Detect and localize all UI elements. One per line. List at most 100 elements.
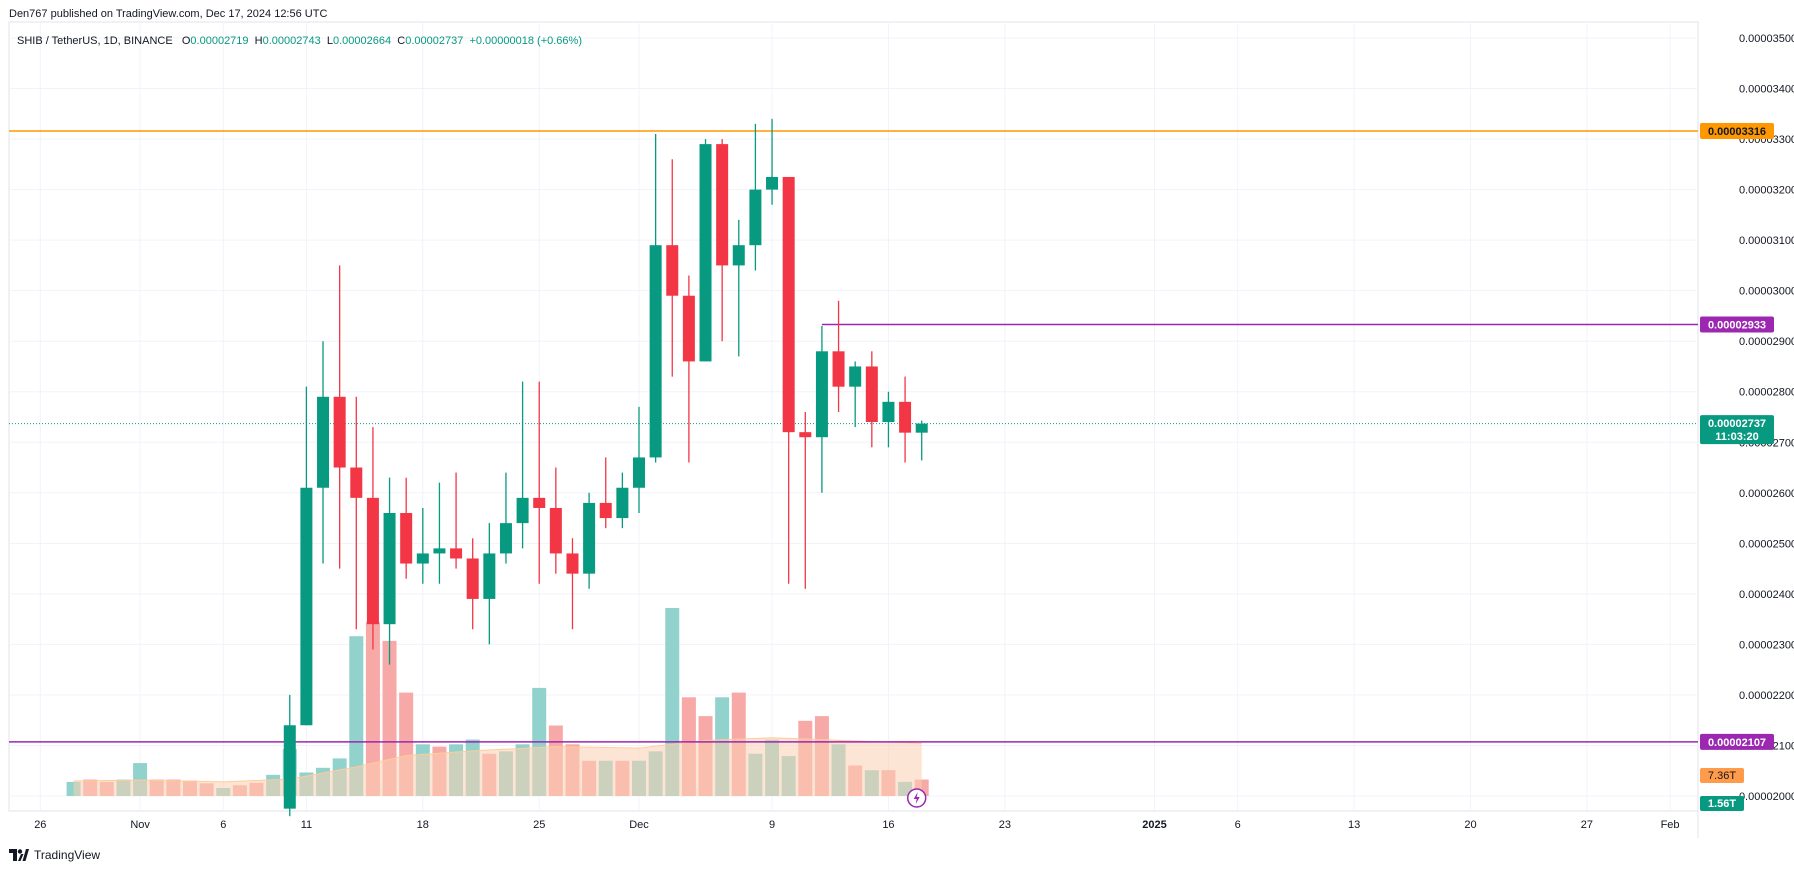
x-tick-label: 16 (882, 819, 894, 831)
volume-ma-label-badge (1700, 768, 1744, 783)
x-tick-label: Dec (629, 819, 649, 831)
y-tick-label: 0.00003100 (1739, 235, 1794, 247)
y-tick-label: 0.00002500 (1739, 538, 1794, 550)
candle-up (732, 245, 745, 266)
candle-up (849, 366, 862, 387)
support-line-label-badge (1700, 733, 1774, 750)
candle-up (483, 553, 496, 599)
candle-up (317, 396, 330, 488)
candle-up (583, 502, 596, 574)
candle-down (350, 467, 363, 498)
symbol-label[interactable]: SHIB / TetherUS, 1D, BINANCE (17, 35, 173, 47)
y-tick-label: 0.00002900 (1739, 336, 1794, 348)
volume-ma-line (73, 737, 922, 783)
tradingview-logo-icon (9, 849, 29, 861)
candle-down (899, 401, 912, 433)
low-label: L (326, 35, 333, 47)
candle-up (633, 457, 645, 488)
candle-up (516, 497, 529, 524)
volume-bar (349, 636, 364, 796)
x-tick-label: Feb (1661, 819, 1680, 831)
last-price-label-badge (1700, 415, 1774, 445)
candle-up (283, 725, 296, 809)
tradingview-logo[interactable]: TradingView (9, 848, 100, 862)
candle-down (666, 245, 679, 296)
candle-up (383, 513, 396, 625)
recent-high-line-label-badge (1700, 316, 1774, 333)
x-tick-label: Nov (130, 819, 150, 831)
low-value: 0.00002664 (333, 35, 392, 47)
candle-down (366, 497, 379, 625)
candle-down (832, 351, 845, 387)
y-tick-label: 0.00002800 (1739, 387, 1794, 399)
candle-up (649, 245, 662, 458)
candle-down (716, 144, 729, 266)
close-value: 0.00002737 (405, 35, 464, 47)
y-tick-label: 0.00002000 (1739, 791, 1794, 803)
open-label: O (181, 35, 191, 47)
candle-up (815, 351, 828, 438)
candle-up (749, 189, 762, 246)
high-value: 0.00002743 (262, 35, 321, 47)
candle-down (466, 558, 479, 599)
candle-up (766, 176, 779, 190)
candle-down (549, 507, 562, 554)
recent-high-line-label-text: 0.00002933 (1708, 320, 1766, 332)
candle-up (433, 548, 446, 554)
last-price-label-text: 11:03:20 (1715, 431, 1758, 443)
close-label: C (397, 35, 406, 47)
candle-down (682, 295, 695, 362)
candle-down (782, 176, 795, 433)
y-tick-label: 0.00002200 (1739, 690, 1794, 702)
resistance-line-label-text: 0.00003316 (1708, 126, 1766, 138)
x-tick-label: 18 (417, 819, 429, 831)
volume-bar (365, 622, 380, 796)
x-tick-label: 6 (1235, 819, 1241, 831)
candle-up (416, 553, 429, 564)
change-value: +0.00000018 (+0.66%) (469, 35, 582, 47)
candle-up (499, 523, 512, 554)
support-line-label-text: 0.00002107 (1708, 737, 1766, 749)
plot-area (8, 21, 1699, 812)
candle-up (699, 144, 712, 362)
volume-ma-label-text: 7.36T (1708, 770, 1736, 782)
x-tick-label: 11 (301, 819, 312, 831)
high-label: H (254, 35, 263, 47)
candle-down (599, 502, 612, 519)
y-tick-label: 0.00002300 (1739, 639, 1794, 651)
last-price-label-text: 0.00002737 (1708, 418, 1766, 430)
candle-down (400, 513, 413, 564)
resistance-line-label-badge (1700, 122, 1774, 139)
x-tick-label: 27 (1581, 819, 1593, 831)
y-tick-label: 0.00003200 (1739, 185, 1794, 197)
lightning-icon-glyph (913, 792, 920, 804)
y-tick-label: 0.00002400 (1739, 589, 1794, 601)
candle-up (882, 401, 895, 423)
x-tick-label: 25 (533, 819, 545, 831)
x-tick-label: 26 (34, 819, 46, 831)
candle-down (799, 432, 812, 438)
candle-down (566, 553, 579, 574)
x-tick-label: 6 (220, 819, 226, 831)
candle-down (333, 396, 346, 468)
candle-down (533, 497, 546, 508)
x-tick-label: 13 (1348, 819, 1360, 831)
x-tick-label: 2025 (1142, 819, 1166, 831)
open-value: 0.00002719 (190, 35, 249, 47)
tradingview-logo-text: TradingView (34, 848, 101, 862)
x-tick-label: 20 (1464, 819, 1476, 831)
volume-label-text: 1.56T (1708, 798, 1736, 810)
candle-down (450, 548, 463, 559)
candle-up (915, 423, 928, 433)
y-tick-label: 0.00002600 (1739, 488, 1794, 500)
candle-down (865, 366, 878, 423)
volume-label-badge (1700, 796, 1744, 811)
x-tick-label: 9 (769, 819, 775, 831)
ohlc-legend: SHIB / TetherUS, 1D, BINANCE O0.00002719… (17, 35, 582, 47)
volume-bar (382, 640, 397, 796)
candle-up (300, 487, 313, 726)
x-tick-label: 23 (999, 819, 1011, 831)
y-tick-label: 0.00003000 (1739, 286, 1794, 298)
candle-up (616, 487, 629, 519)
